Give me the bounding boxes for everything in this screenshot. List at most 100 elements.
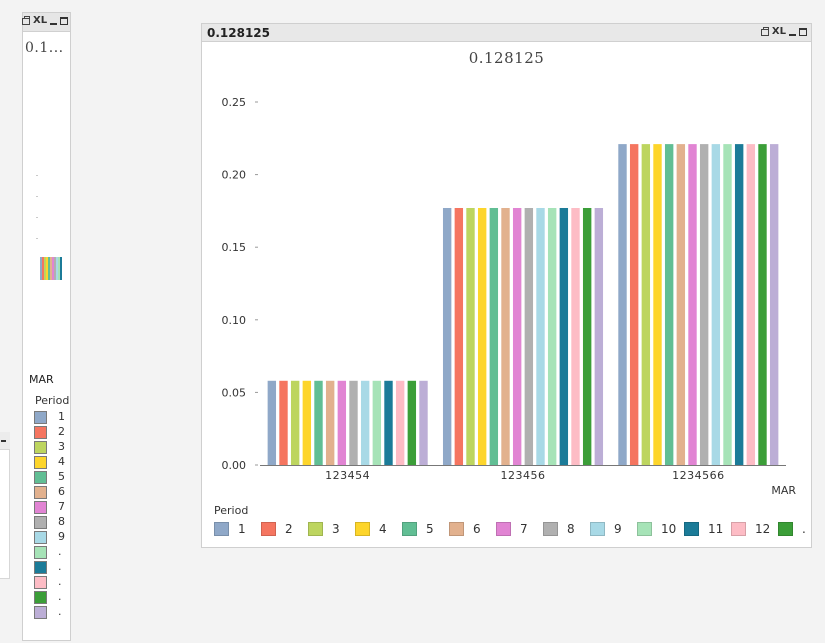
bar — [360, 380, 370, 465]
xl-icon[interactable]: XL — [33, 15, 48, 26]
legend-label: 8 — [567, 522, 575, 536]
y-tick-label: 0.15 — [222, 241, 247, 254]
mini-legend-item[interactable]: 5 — [34, 470, 70, 485]
maximize-icon[interactable] — [60, 17, 69, 25]
edge-panel — [0, 449, 10, 579]
print-icon[interactable] — [760, 26, 769, 36]
print-icon[interactable] — [22, 15, 30, 25]
bar — [664, 144, 674, 465]
bar — [559, 207, 569, 465]
mini-bar — [44, 257, 46, 280]
bar — [325, 380, 335, 465]
bar — [524, 207, 534, 465]
mini-legend-item[interactable]: . — [34, 560, 70, 575]
legend: 1 2 3 4 5 6 7 8 9 10 11 12. — [214, 521, 807, 537]
mini-legend-item[interactable]: . — [34, 545, 70, 560]
chart-caption[interactable]: 0.128125 XL — [202, 24, 811, 42]
minimize-icon[interactable] — [1, 440, 6, 442]
legend-label: 9 — [614, 522, 622, 536]
bar — [676, 144, 686, 465]
x-axis-label: MAR — [771, 484, 796, 497]
mini-legend-label: 8 — [58, 515, 65, 528]
bar — [547, 207, 557, 465]
mini-legend-swatch — [34, 531, 47, 544]
legend-swatch — [778, 522, 793, 536]
mini-legend-item[interactable]: . — [34, 590, 70, 605]
mini-legend-item[interactable]: 7 — [34, 500, 70, 515]
legend-swatch — [308, 522, 323, 536]
y-tick-label: 0.05 — [222, 386, 247, 399]
y-tick-label: 0.10 — [222, 314, 247, 327]
mini-legend-item[interactable]: 9 — [34, 530, 70, 545]
mini-legend-title: Period — [35, 394, 69, 407]
mini-legend-item[interactable]: . — [34, 605, 70, 620]
legend-label: 3 — [332, 522, 340, 536]
bar — [582, 207, 592, 465]
mini-bar — [54, 257, 56, 280]
mini-legend-item[interactable]: 2 — [34, 425, 70, 440]
mini-legend-item[interactable]: 8 — [34, 515, 70, 530]
legend-label: 7 — [520, 522, 528, 536]
bar — [407, 380, 417, 465]
mini-legend-swatch — [34, 591, 47, 604]
mini-legend-item[interactable]: . — [34, 575, 70, 590]
legend-swatch — [496, 522, 511, 536]
mini-legend-label: 5 — [58, 470, 65, 483]
legend-swatch — [402, 522, 417, 536]
bar — [653, 144, 662, 465]
bar — [384, 380, 393, 465]
bar — [477, 207, 487, 465]
mini-legend-swatch — [34, 606, 47, 619]
mini-chart-title: 0.1... — [25, 40, 64, 56]
mini-legend-label: 3 — [58, 440, 65, 453]
bar — [372, 380, 382, 465]
legend-label: 2 — [285, 522, 293, 536]
mini-legend-label: 4 — [58, 455, 65, 468]
bar — [746, 144, 756, 465]
mini-legend-label: 7 — [58, 500, 65, 513]
mini-bar — [52, 257, 54, 280]
y-tick-label: 0.00 — [222, 459, 247, 472]
mini-legend-label: . — [58, 560, 62, 573]
mini-legend-item[interactable]: 4 — [34, 455, 70, 470]
legend-swatch — [731, 522, 746, 536]
mini-bar — [60, 257, 62, 280]
bar — [536, 207, 545, 465]
legend-swatch — [261, 522, 276, 536]
mini-y-tick — [36, 217, 38, 218]
mini-chart-object[interactable]: XL 0.1... MAR Period 1 2 3 4 5 6 7 8 9..... — [22, 12, 71, 641]
mini-legend-label: . — [58, 575, 62, 588]
y-tick-label: 0.20 — [222, 169, 247, 182]
xl-icon[interactable]: XL — [771, 26, 786, 37]
minimize-icon[interactable] — [50, 23, 58, 25]
mini-legend-swatch — [34, 471, 47, 484]
bar — [489, 207, 499, 465]
legend-label: 10 — [661, 522, 677, 536]
mini-chart-caption[interactable]: XL — [22, 13, 70, 32]
bar — [699, 144, 709, 465]
bar — [290, 380, 300, 465]
minimize-icon[interactable] — [789, 34, 796, 36]
bar — [641, 144, 651, 465]
maximize-icon[interactable] — [799, 28, 807, 36]
mini-legend-item[interactable]: 3 — [34, 440, 70, 455]
bar — [688, 144, 697, 465]
bar — [395, 380, 405, 465]
chart-title: 0.128125 — [468, 49, 545, 67]
bar — [501, 207, 510, 465]
mini-legend-item[interactable]: 1 — [34, 410, 70, 425]
legend-title: Period — [214, 504, 249, 517]
legend-label: 12 — [755, 522, 771, 536]
chart-object[interactable]: 0.128125 XL 0.128125 0.00 0.05 0.10 0.15 0.2… — [201, 23, 812, 548]
bar — [442, 207, 452, 465]
mini-x-axis-label: MAR — [29, 373, 54, 386]
mini-legend-label: . — [58, 605, 62, 618]
bar — [466, 207, 475, 465]
bar — [711, 144, 721, 465]
x-tick-label: 123454 — [325, 469, 370, 482]
chart-caption-title: 0.128125 — [207, 26, 271, 40]
mini-legend-label: 9 — [58, 530, 65, 543]
mini-legend-label: . — [58, 590, 62, 603]
mini-legend-item[interactable]: 6 — [34, 485, 70, 500]
legend-label: 4 — [379, 522, 387, 536]
